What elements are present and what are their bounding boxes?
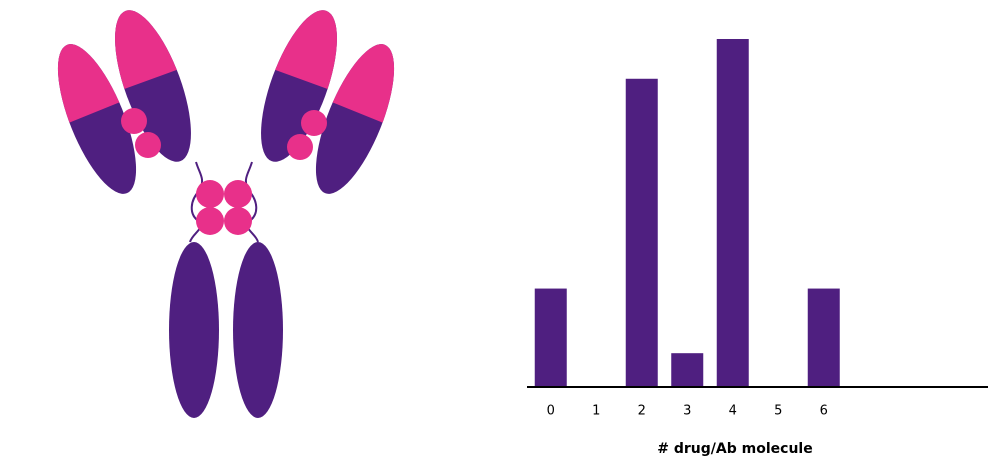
bar xyxy=(807,288,840,386)
bar xyxy=(671,353,704,386)
x-tick-label: 4 xyxy=(729,404,737,419)
x-tick-label: 1 xyxy=(592,404,600,419)
antibody-illustration xyxy=(57,10,395,418)
x-tick-label: 3 xyxy=(683,404,691,419)
x-tick-label: 0 xyxy=(547,404,555,419)
bar xyxy=(534,288,567,386)
x-axis-label: # drug/Ab molecule xyxy=(657,441,812,457)
x-tick-label: 5 xyxy=(774,404,782,419)
x-tick-label: 6 xyxy=(820,404,828,419)
x-tick-label: 2 xyxy=(638,404,646,419)
bar xyxy=(716,38,749,386)
bar xyxy=(625,78,658,386)
